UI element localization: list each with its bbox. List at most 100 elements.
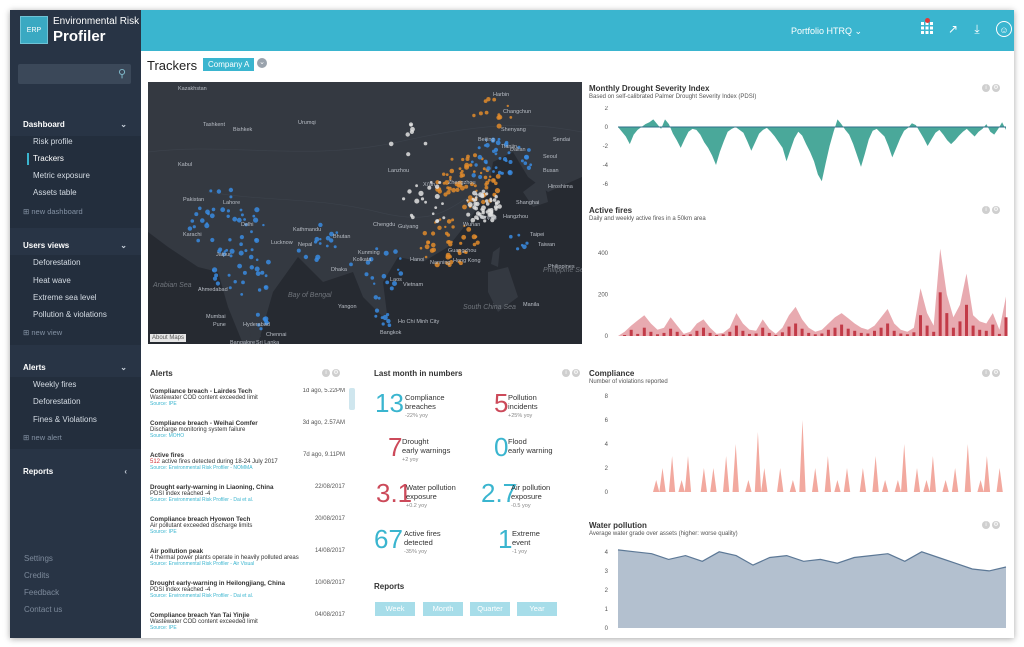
compliance-area[interactable] <box>618 420 1006 492</box>
map-marker[interactable] <box>232 216 238 222</box>
map-marker[interactable] <box>491 137 496 142</box>
map-marker[interactable] <box>509 116 513 119</box>
sidebar-section-users-views[interactable]: Users views ⌄ <box>10 237 141 255</box>
map-marker[interactable] <box>494 152 498 156</box>
map-marker[interactable] <box>494 166 498 169</box>
map-marker[interactable] <box>467 195 473 200</box>
alert-item[interactable]: Air pollution peak 14/08/2017 4 thermal po… <box>150 548 345 580</box>
map-marker[interactable] <box>237 263 242 269</box>
alert-item[interactable]: Drought early-warning in Heilongjiang, C… <box>150 580 345 612</box>
quarter-button[interactable]: Quarter <box>470 602 510 616</box>
contact-us-link[interactable]: Contact us <box>24 605 63 614</box>
map-marker[interactable] <box>437 225 442 230</box>
fires-daily-bar[interactable] <box>899 333 903 337</box>
fires-daily-bar[interactable] <box>978 329 982 336</box>
map-marker[interactable] <box>446 233 451 237</box>
map-marker[interactable] <box>470 182 474 187</box>
map-marker[interactable] <box>229 254 233 258</box>
map-marker[interactable] <box>228 187 234 193</box>
map-marker[interactable] <box>402 197 406 201</box>
map-marker[interactable] <box>463 224 466 228</box>
map-marker[interactable] <box>471 197 475 201</box>
map-marker[interactable] <box>431 212 435 215</box>
map-marker[interactable] <box>484 110 489 115</box>
map-marker[interactable] <box>429 181 433 184</box>
map-marker[interactable] <box>429 248 435 253</box>
map-marker[interactable] <box>318 242 322 245</box>
map-marker[interactable] <box>487 178 491 182</box>
map-marker[interactable] <box>211 207 216 212</box>
map-marker[interactable] <box>204 223 210 229</box>
map-marker[interactable] <box>303 254 309 260</box>
fires-daily-bar[interactable] <box>649 331 653 336</box>
map-marker[interactable] <box>527 148 531 152</box>
map-marker[interactable] <box>457 182 463 188</box>
map-marker[interactable] <box>451 225 455 229</box>
map-marker[interactable] <box>474 235 478 239</box>
settings-link[interactable]: Settings <box>24 554 53 563</box>
new-alert-link[interactable]: ⊞ new alert <box>23 433 62 442</box>
map-marker[interactable] <box>382 314 388 321</box>
fires-daily-bar[interactable] <box>997 333 1001 336</box>
map-marker[interactable] <box>381 273 387 279</box>
map-marker[interactable] <box>482 167 486 171</box>
map-marker[interactable] <box>383 250 389 256</box>
map-marker[interactable] <box>478 175 483 179</box>
map-marker[interactable] <box>398 271 404 276</box>
fires-daily-bar[interactable] <box>971 325 975 336</box>
fires-daily-bar[interactable] <box>623 335 627 336</box>
fires-daily-bar[interactable] <box>774 335 778 336</box>
sidebar-item-weekly-fires[interactable]: Weekly fires <box>33 380 77 389</box>
map-marker[interactable] <box>405 132 410 137</box>
fires-daily-bar[interactable] <box>636 333 640 336</box>
map-marker[interactable] <box>263 285 269 290</box>
map-marker[interactable] <box>507 151 511 155</box>
fires-daily-bar[interactable] <box>951 327 955 336</box>
map-marker[interactable] <box>194 212 199 217</box>
map-marker[interactable] <box>250 248 254 252</box>
map-marker[interactable] <box>238 250 244 256</box>
map[interactable]: Kazakhstan Urumqi Harbin Changchun Shenyang B… <box>148 82 582 344</box>
map-marker[interactable] <box>461 157 465 162</box>
fires-daily-bar[interactable] <box>780 332 784 336</box>
map-marker[interactable] <box>473 198 478 202</box>
fires-daily-bar[interactable] <box>892 330 896 336</box>
fires-daily-bar[interactable] <box>984 330 988 336</box>
map-marker[interactable] <box>495 140 501 146</box>
search-icon[interactable]: ⚲ <box>117 68 126 80</box>
map-marker[interactable] <box>449 175 452 179</box>
map-marker[interactable] <box>464 251 467 254</box>
fires-daily-bar[interactable] <box>958 321 962 336</box>
map-marker[interactable] <box>389 286 394 291</box>
map-marker[interactable] <box>450 240 453 244</box>
map-marker[interactable] <box>517 145 521 149</box>
map-marker[interactable] <box>508 160 513 164</box>
sidebar-item-extreme-sea-level[interactable]: Extreme sea level <box>33 293 97 302</box>
map-marker[interactable] <box>329 231 334 237</box>
map-marker[interactable] <box>240 213 244 217</box>
map-marker[interactable] <box>485 143 490 148</box>
map-marker[interactable] <box>446 219 452 224</box>
map-marker[interactable] <box>470 160 474 164</box>
fires-daily-bar[interactable] <box>708 332 712 336</box>
fires-daily-bar[interactable] <box>840 324 844 336</box>
map-marker[interactable] <box>426 240 430 245</box>
info-icon[interactable]: i <box>322 369 330 377</box>
gear-icon[interactable]: ⚙ <box>992 206 1000 214</box>
map-marker[interactable] <box>228 238 232 242</box>
map-marker[interactable] <box>444 180 450 185</box>
map-marker[interactable] <box>460 169 464 173</box>
map-marker[interactable] <box>254 207 260 213</box>
map-marker[interactable] <box>495 174 501 179</box>
alert-item[interactable]: Compliance breach - Weihai Comfer 3d ago,… <box>150 420 345 452</box>
map-marker[interactable] <box>481 189 486 194</box>
alert-source-link[interactable]: Source: Environmental Risk Profiler - NO… <box>150 465 253 471</box>
alert-source-link[interactable]: Source: Environmental Risk Profiler - Da… <box>150 593 254 599</box>
fires-daily-bar[interactable] <box>794 323 798 337</box>
map-marker[interactable] <box>214 273 219 278</box>
map-marker[interactable] <box>373 295 378 300</box>
alert-item[interactable]: Drought early-warning in Liaoning, China… <box>150 484 345 516</box>
map-marker[interactable] <box>242 270 247 275</box>
map-marker[interactable] <box>473 153 477 158</box>
map-marker[interactable] <box>266 259 271 265</box>
